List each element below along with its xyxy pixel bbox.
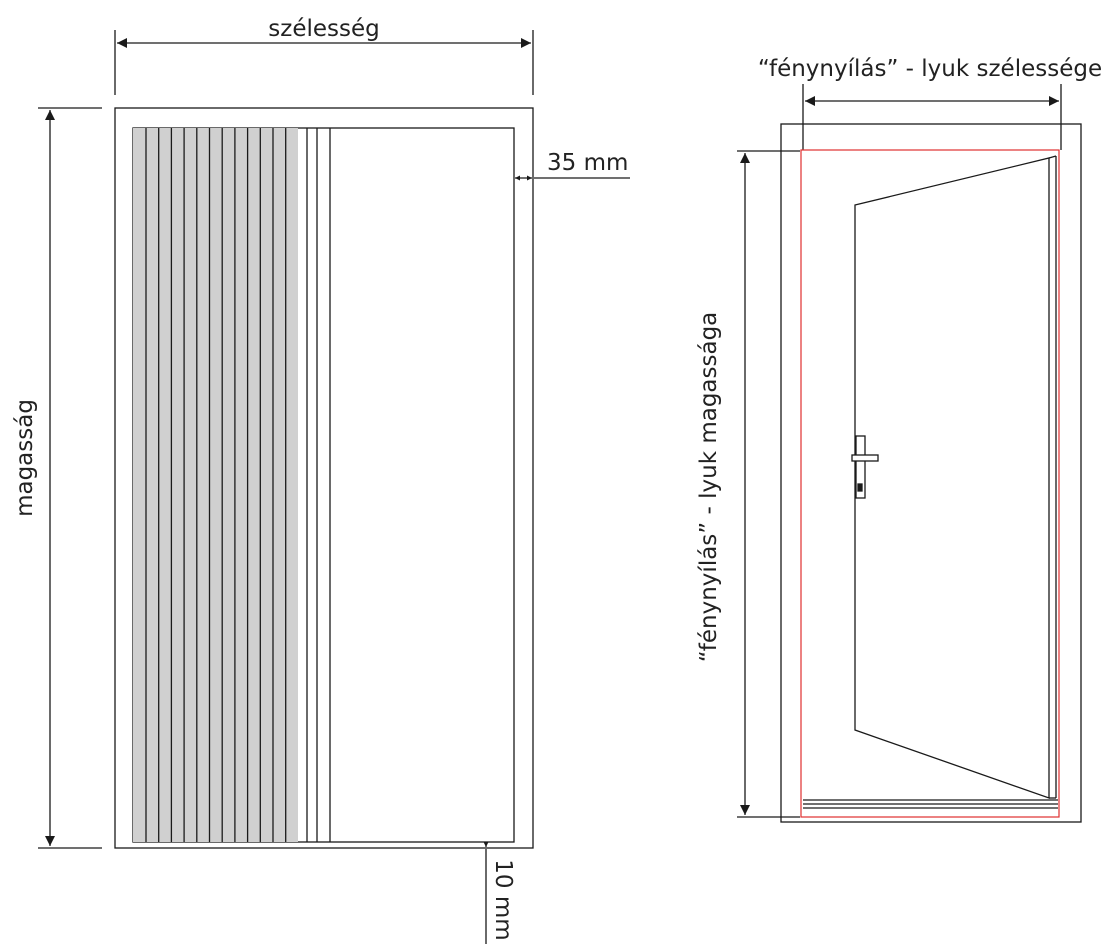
pleat-lines — [145, 128, 287, 842]
door-handle-icon — [851, 435, 879, 499]
height-label: magasság — [12, 399, 38, 517]
left-drawing — [38, 30, 630, 944]
side-gap-label: 35 mm — [547, 150, 628, 176]
pleated-screen-fill — [133, 128, 298, 842]
door-edge-1 — [1048, 155, 1057, 159]
right-drawing — [737, 84, 1082, 823]
opening-height-label: “fénynyílás” - lyuk magassága — [696, 312, 722, 663]
width-label: szélesség — [268, 16, 379, 42]
light-opening-outline — [800, 149, 1060, 818]
opening-width-label: “fénynyílás” - lyuk szélessége — [758, 56, 1102, 82]
outer-frame — [114, 107, 534, 849]
door-leaf — [854, 157, 1050, 799]
bottom-gap-label: 10 mm — [490, 859, 516, 940]
wall-frame — [780, 123, 1082, 823]
